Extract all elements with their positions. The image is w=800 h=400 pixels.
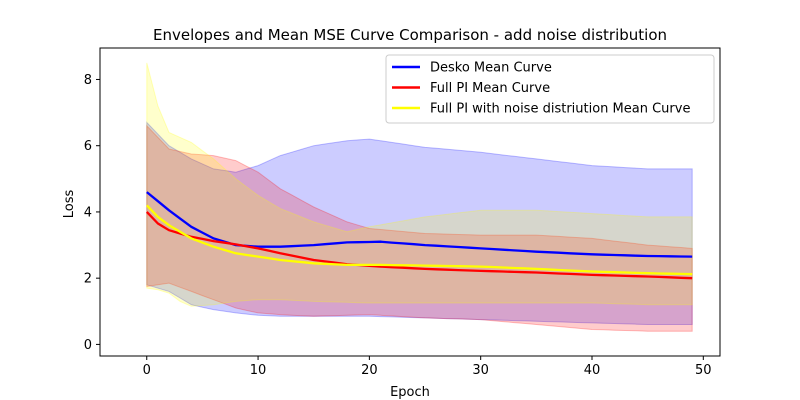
y-axis-ticks: 0 2 4 6 8	[84, 73, 100, 353]
envelope-series-2	[146, 124, 693, 332]
mean-lines	[145, 191, 693, 280]
x-axis-label: Epoch	[390, 385, 430, 400]
y-tick-label: 4	[84, 205, 92, 220]
legend-label-3: Full PI with noise distriution Mean Curv…	[430, 102, 690, 117]
x-tick-label: 10	[250, 363, 267, 378]
y-tick-label: 6	[84, 139, 92, 154]
x-tick-label: 40	[584, 363, 601, 378]
chart-title: Envelopes and Mean MSE Curve Comparison …	[153, 26, 667, 44]
legend-box	[385, 54, 715, 124]
y-axis-label: Loss	[62, 190, 77, 219]
x-tick-label: 20	[361, 363, 378, 378]
legend-label-1: Desko Mean Curve	[430, 61, 552, 76]
x-tick-label: 0	[143, 363, 151, 378]
x-tick-label: 50	[695, 363, 712, 378]
legend-label-2: Full PI Mean Curve	[430, 81, 550, 96]
plot-frame	[99, 47, 721, 357]
x-axis-ticks: 0 10 20 30 40 50	[143, 356, 712, 378]
y-tick-label: 8	[84, 73, 92, 88]
y-tick-label: 0	[84, 338, 92, 353]
y-tick-label: 2	[84, 272, 92, 287]
mean-line-series-2	[145, 211, 693, 280]
x-tick-label: 30	[472, 363, 489, 378]
mean-line-series-3	[145, 204, 693, 276]
legend: Desko Mean Curve Full PI Mean Curve Full P…	[385, 54, 715, 124]
